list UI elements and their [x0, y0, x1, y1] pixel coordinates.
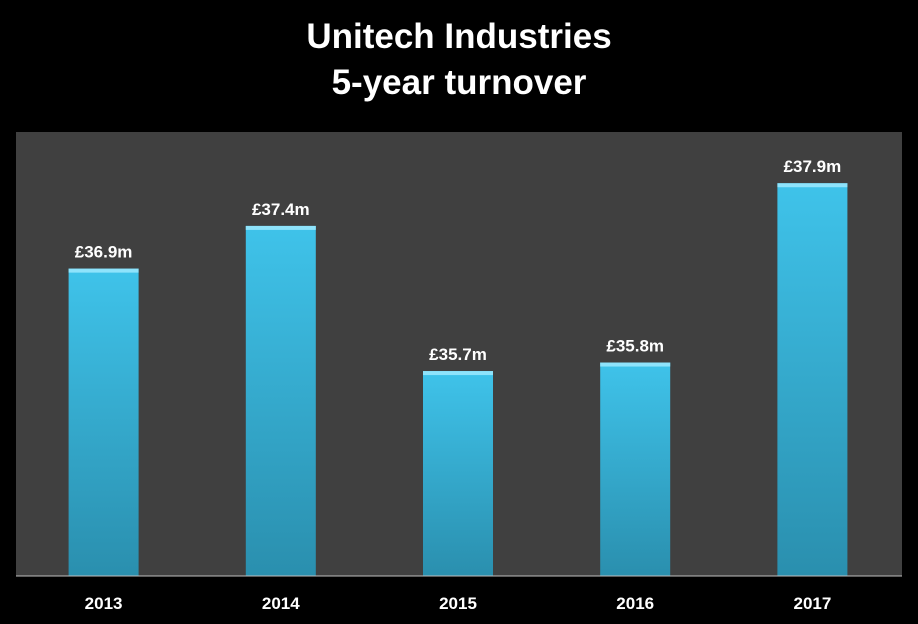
x-tick-2014: 2014: [262, 594, 300, 613]
bar-body: [245, 225, 316, 576]
bars: [68, 183, 848, 576]
bar-2017: [777, 183, 848, 576]
x-tick-labels: 2013 2014 2015 2016 2017: [85, 594, 832, 613]
data-label-2015: £35.7m: [429, 345, 487, 364]
x-tick-2015: 2015: [439, 594, 477, 613]
bar-2016: [600, 362, 671, 576]
data-label-2016: £35.8m: [606, 337, 664, 356]
bar-top-highlight: [777, 183, 848, 188]
data-label-2013: £36.9m: [75, 243, 133, 262]
bar-2014: [245, 225, 316, 576]
chart-title: Unitech Industries 5-year turnover: [0, 14, 918, 106]
bar-2013: [68, 268, 139, 576]
bar-body: [423, 371, 493, 576]
bar-top-highlight: [68, 268, 139, 273]
chart-title-line1: Unitech Industries: [306, 17, 612, 56]
data-labels: £36.9m £37.4m £35.7m £35.8m £37.9m: [75, 157, 841, 364]
data-label-2017: £37.9m: [784, 157, 842, 176]
bar-2015: [423, 371, 493, 576]
chart-title-line2: 5-year turnover: [331, 63, 587, 102]
x-tick-2017: 2017: [793, 594, 831, 613]
x-tick-2013: 2013: [85, 594, 123, 613]
bar-top-highlight: [423, 371, 493, 376]
bar-body: [777, 183, 848, 576]
data-label-2014: £37.4m: [252, 200, 310, 219]
bar-body: [68, 268, 139, 576]
bar-top-highlight: [600, 362, 671, 367]
bar-body: [600, 362, 671, 576]
x-tick-2016: 2016: [616, 594, 654, 613]
bar-top-highlight: [245, 225, 316, 230]
